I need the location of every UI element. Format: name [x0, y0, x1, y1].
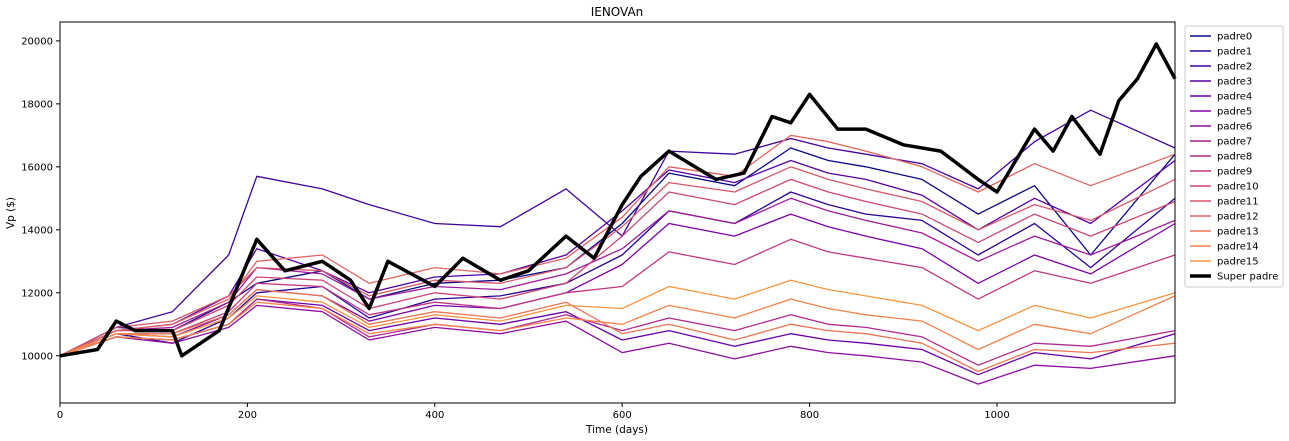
x-tick-label: 600: [613, 410, 632, 421]
legend-label: padre10: [1217, 182, 1259, 193]
series-line-padre1: [59, 191, 1176, 357]
x-tick-label: 1000: [984, 410, 1009, 421]
y-tick-label: 20000: [21, 36, 53, 47]
chart-title: IENOVAn: [591, 5, 644, 19]
legend-label: padre5: [1217, 107, 1252, 118]
legend-label: padre3: [1217, 77, 1252, 88]
legend-label: padre8: [1217, 152, 1252, 163]
y-tick-label: 14000: [21, 225, 53, 236]
series-line-padre15: [59, 279, 1176, 357]
x-axis-label: Time (days): [585, 424, 648, 436]
x-tick-label: 800: [800, 410, 819, 421]
legend-label: padre6: [1217, 122, 1252, 133]
series-line-padre8: [59, 298, 1176, 366]
plot-frame: [59, 21, 1176, 404]
legend-label: Super padre: [1217, 272, 1278, 283]
y-tick-label: 18000: [21, 99, 53, 110]
y-tick-label: 10000: [21, 351, 53, 362]
legend-label: padre2: [1217, 62, 1252, 73]
legend: padre0 padre1 padre2 padre3 padre4 padre5 padr…: [1184, 25, 1284, 288]
legend-label: padre15: [1217, 257, 1259, 268]
x-tick-label: 200: [238, 410, 257, 421]
legend-label: padre13: [1217, 227, 1259, 238]
series-line-padre6: [59, 304, 1176, 385]
legend-box: [1184, 25, 1284, 288]
y-axis-label: Vp ($): [5, 197, 17, 229]
legend-label: padre12: [1217, 212, 1259, 223]
series-line-padre7: [59, 197, 1176, 357]
series-line-padre3: [59, 159, 1176, 357]
legend-label: padre9: [1217, 167, 1252, 178]
plot-area: [59, 42, 1177, 385]
series-line-padre10: [59, 178, 1176, 357]
series-line-padre9: [59, 238, 1176, 357]
legend-label: padre11: [1217, 197, 1259, 208]
series-line-super-padre: [59, 42, 1177, 358]
legend-label: padre0: [1217, 32, 1252, 43]
y-axis: 10000 12000 14000 16000 18000 20000: [21, 36, 60, 362]
x-tick-label: 0: [57, 410, 63, 421]
y-tick-label: 12000: [21, 288, 53, 299]
legend-label: padre4: [1217, 92, 1252, 103]
x-axis: 0 200 400 600 800 1000: [57, 403, 1010, 421]
series-line-padre13: [59, 288, 1176, 373]
legend-label: padre7: [1217, 137, 1252, 148]
legend-label: padre1: [1217, 47, 1252, 58]
legend-label: padre14: [1217, 242, 1259, 253]
x-tick-label: 400: [425, 410, 444, 421]
series-line-padre12: [59, 134, 1176, 357]
series-line-padre14: [59, 295, 1176, 357]
y-tick-label: 16000: [21, 162, 53, 173]
